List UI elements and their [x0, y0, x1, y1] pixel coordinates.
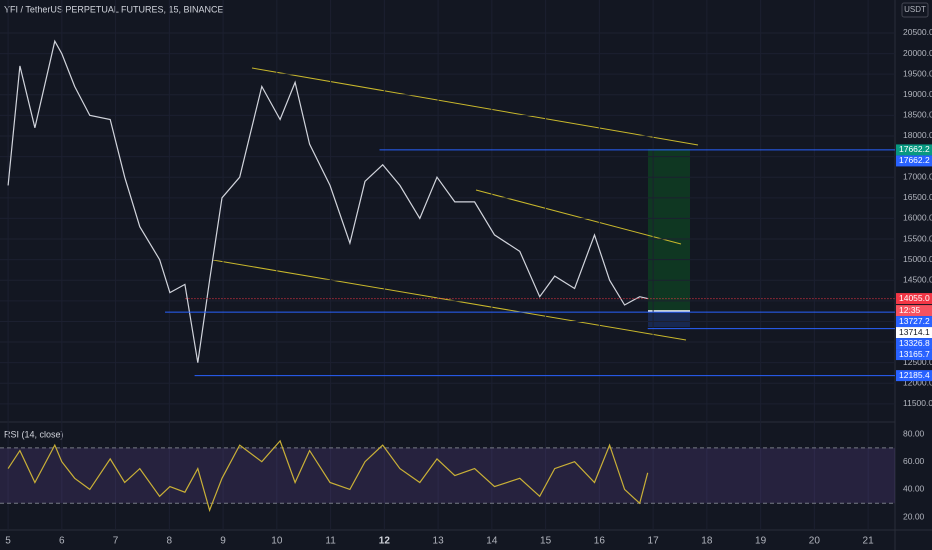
x-tick-label: 16 — [594, 536, 606, 547]
rsi-tick-label: 40.00 — [903, 484, 925, 494]
x-tick-label: 6 — [59, 536, 65, 547]
x-tick-label: 14 — [486, 536, 498, 547]
y-tick-label: 18500.0 — [903, 110, 932, 120]
y-tick-label: 18000.0 — [903, 130, 932, 140]
y-tick-label: 20500.0 — [903, 27, 932, 37]
rsi-label: RSI (14, close) — [4, 429, 64, 439]
rsi-line — [7, 439, 649, 513]
price-tag — [896, 293, 932, 305]
x-tick-label: 18 — [701, 536, 713, 547]
price-line — [7, 39, 648, 363]
price-tag — [896, 155, 932, 167]
y-tick-label: 14500.0 — [903, 274, 932, 284]
x-tick-label: 8 — [167, 536, 173, 547]
price-tag — [896, 349, 932, 361]
rsi-tick-label: 20.00 — [903, 511, 925, 521]
price-tag — [896, 144, 932, 156]
price-tag-label: 14055.0 — [899, 293, 930, 303]
price-tag-label: 17662.2 — [899, 144, 930, 154]
y-tick-label: 15500.0 — [903, 233, 932, 243]
x-tick-label: 11 — [325, 536, 336, 547]
x-tick-label: 5 — [5, 536, 11, 547]
target-zone[interactable] — [648, 149, 690, 311]
price-tag-label: 13727.2 — [899, 316, 930, 326]
y-tick-label: 20000.0 — [903, 48, 932, 58]
x-tick-label: 7 — [113, 536, 119, 547]
price-tag — [896, 338, 932, 350]
rsi-tick-label: 60.00 — [903, 456, 925, 466]
x-tick-label: 9 — [220, 536, 226, 547]
price-tag — [896, 370, 932, 382]
currency[interactable]: USDT — [904, 5, 926, 14]
x-tick-label: 20 — [809, 536, 821, 547]
price-tag — [896, 316, 932, 328]
y-tick-label: 19500.0 — [903, 68, 932, 78]
y-tick-label: 15000.0 — [903, 254, 932, 264]
price-tag-label: 13326.8 — [899, 338, 930, 348]
y-tick-label: 12500.0 — [903, 357, 932, 367]
price-tag-label: 13714.1 — [899, 327, 930, 337]
x-tick-label: 17 — [648, 536, 660, 547]
price-tag-label: 17662.2 — [899, 155, 930, 165]
x-tick-label: 10 — [271, 536, 283, 547]
symbol-title: YFI / TetherUS PERPETUAL FUTURES, 15, BI… — [4, 4, 224, 14]
price-tag-label: 12185.4 — [899, 370, 930, 380]
y-tick-label: 11500.0 — [903, 398, 932, 408]
y-tick-label: 17000.0 — [903, 171, 932, 181]
x-tick-label: 13 — [433, 536, 445, 547]
price-tag — [896, 327, 932, 339]
trend-line[interactable] — [212, 259, 687, 341]
trend-line[interactable] — [475, 189, 682, 245]
x-tick-label: 19 — [755, 536, 767, 547]
y-tick-label: 12000.0 — [903, 378, 932, 388]
rsi-tick-label: 80.00 — [903, 428, 925, 438]
x-tick-label: 21 — [863, 536, 875, 547]
countdown-tag — [896, 305, 932, 317]
x-tick-label: 15 — [540, 536, 552, 547]
currency-box[interactable] — [901, 2, 929, 18]
y-tick-label: 19000.0 — [903, 89, 932, 99]
countdown: 12:35 — [899, 305, 921, 315]
trend-line[interactable] — [251, 67, 699, 146]
y-tick-label: 16000.0 — [903, 213, 932, 223]
stop-zone[interactable] — [648, 311, 690, 327]
rsi-band — [0, 447, 895, 504]
price-tag-label: 13165.7 — [899, 349, 930, 359]
y-tick-label: 16500.0 — [903, 192, 932, 202]
x-tick-label: 12 — [379, 536, 391, 547]
